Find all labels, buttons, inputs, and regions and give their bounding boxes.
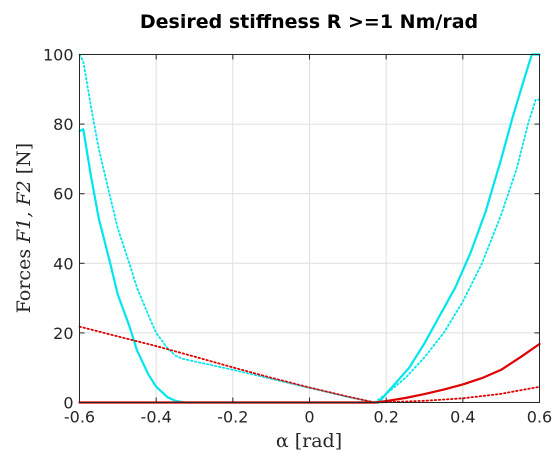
y-axis-label-unit: [N]	[13, 143, 35, 181]
x-tick-label: 0	[304, 408, 314, 427]
y-tick-label: 40	[53, 254, 73, 273]
y-tick-label: 20	[53, 324, 73, 343]
y-axis-label: Forces F1, F2 [N]	[13, 143, 35, 313]
tick-layer: -0.6 -0.4 -0.2 0 0.2 0.4 0.6 0 20 40 60 80 100	[43, 46, 552, 427]
x-tick-label: -0.4	[141, 408, 172, 427]
x-tick-label: 0.4	[450, 408, 475, 427]
x-tick-label: -0.2	[217, 408, 248, 427]
y-tick-label: 80	[53, 115, 73, 134]
x-tick-label: 0.6	[527, 408, 552, 427]
x-tick-label: -0.6	[64, 408, 95, 427]
grid	[79, 54, 540, 403]
y-axis-label-math: F1, F2	[13, 180, 35, 244]
chart-title: Desired stiffness R >=1 Nm/rad	[140, 11, 478, 33]
y-tick-label: 60	[53, 185, 73, 204]
y-axis-label-text: Forces	[13, 243, 35, 313]
series-line-4	[78, 325, 541, 404]
x-axis-label: α [rad]	[276, 430, 342, 452]
y-tick-label: 0	[63, 394, 73, 413]
y-tick-label: 100	[43, 46, 74, 65]
series-line-2	[78, 53, 541, 404]
x-tick-label: 0.2	[373, 408, 398, 427]
